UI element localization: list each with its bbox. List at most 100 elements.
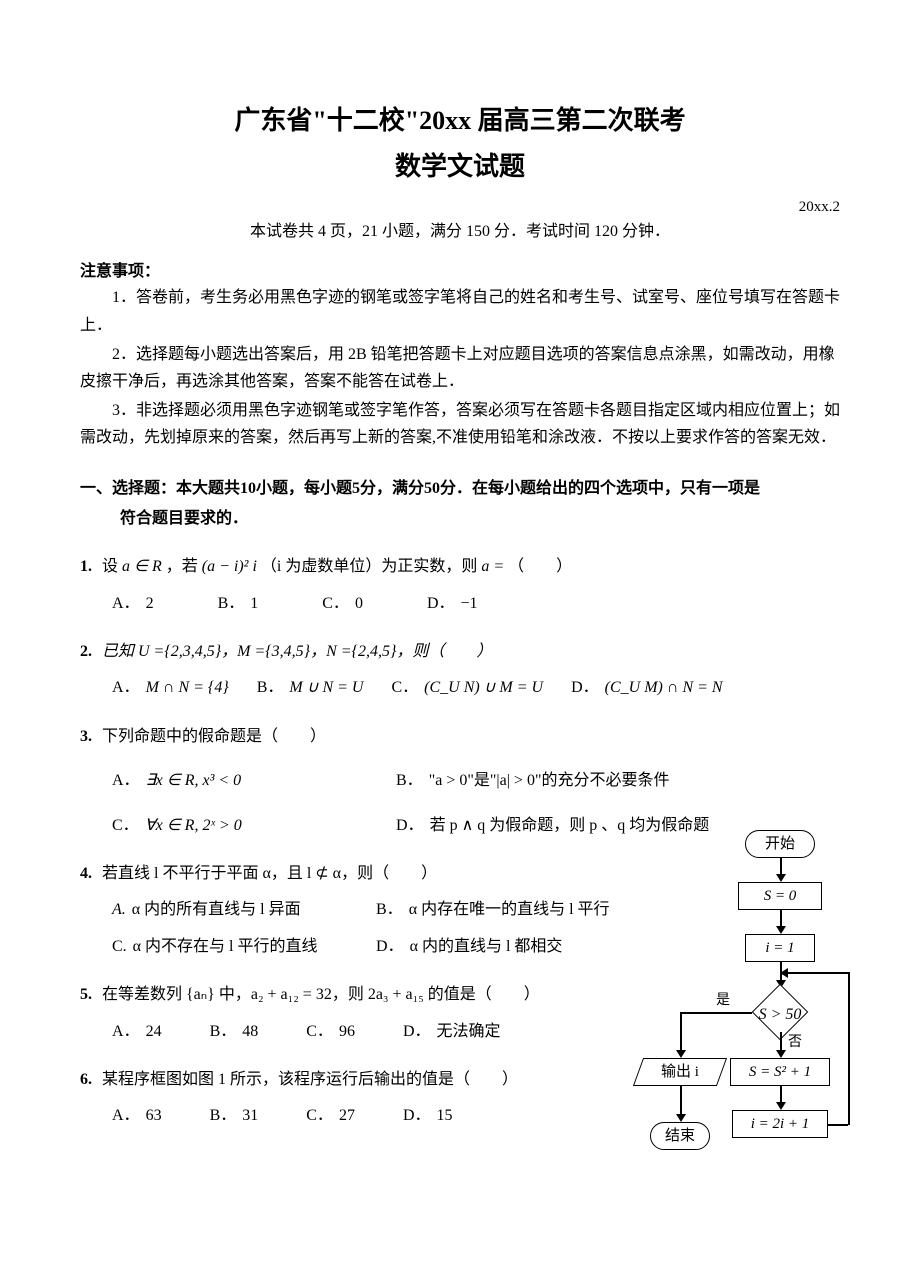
fc-arrow (780, 972, 849, 974)
q1-math: a = (481, 558, 504, 575)
q1-text: ，若 (166, 558, 202, 575)
fc-s-init: S = 0 (738, 882, 822, 910)
fc-yes-label: 是 (716, 990, 730, 1012)
q3-stem: 下列命题中的假命题是（ ） (102, 728, 326, 745)
notice-item: 3．非选择题必须用黑色字迹钢笔或签字笔作答，答案必须写在答题卡各题目指定区域内相… (80, 397, 840, 451)
question-number: 6. (80, 1071, 92, 1088)
question-number: 3. (80, 728, 92, 745)
q6-option-d: D．15 (403, 1101, 453, 1131)
fc-s-update: S = S² + 1 (730, 1058, 830, 1086)
notice-item: 1．答卷前，考生务必用黑色字迹的钢笔或签字笔将自己的姓名和考生号、试室号、座位号… (80, 284, 840, 338)
question-number: 2. (80, 643, 92, 660)
fc-arrow (780, 1032, 782, 1052)
q6-opt-d-val: 15 (437, 1107, 453, 1124)
question-number: 5. (80, 986, 92, 1003)
page-subtitle: 数学文试题 (80, 146, 840, 188)
q5-opt-a-val: 24 (146, 1023, 162, 1040)
q1-option-c: C．0 (322, 589, 363, 619)
q2-opt-d-val: (C_U M) ∩ N = N (605, 679, 723, 696)
q1-option-a: A．2 (112, 589, 154, 619)
q4-stem: 若直线 l 不平行于平面 α，且 l ⊄ α，则（ ） (102, 865, 437, 882)
q5-opt-d-val: 无法确定 (437, 1023, 501, 1040)
q4-options-row2: C.α 内不存在与 l 平行的直线 D．α 内的直线与 l 都相交 (80, 932, 620, 962)
q1-opt-d-val: −1 (461, 595, 478, 612)
q1-opt-b-val: 1 (250, 595, 258, 612)
q2-option-c: C．(C_U N) ∪ M = U (391, 673, 543, 703)
fc-s-init-label: S = 0 (764, 884, 797, 908)
q5-option-c: C．96 (306, 1017, 355, 1047)
q2-option-a: A．M ∩ N = {4} (112, 673, 229, 703)
fc-cond-text: S > 50 (759, 1006, 802, 1023)
fc-arrowhead-icon (776, 926, 786, 934)
q5-opt-b-val: 48 (242, 1023, 258, 1040)
question-4: 4. 若直线 l 不平行于平面 α，且 l ⊄ α，则（ ） A.α 内的所有直… (80, 859, 620, 962)
fc-arrowhead-icon (776, 874, 786, 882)
q3-option-a: A．∃x ∈ R, x³ < 0 (112, 766, 332, 796)
q1-text: 设 (102, 558, 122, 575)
section-heading-l1: 一、选择题：本大题共10小题，每小题5分，满分50分．在每小题给出的四个选项中，… (80, 480, 760, 497)
question-6: 6. 某程序框图如图 1 所示，该程序运行后输出的值是（ ） A．63 B．31… (80, 1065, 620, 1132)
exam-meta: 本试卷共 4 页，21 小题，满分 150 分．考试时间 120 分钟． (80, 219, 840, 245)
fc-start: 开始 (745, 830, 815, 858)
fc-arrow (828, 1124, 848, 1126)
q4-option-c: C.α 内不存在与 l 平行的直线 (112, 932, 362, 962)
q2-opt-c-val: (C_U N) ∪ M = U (424, 679, 543, 696)
q6-option-b: B．31 (210, 1101, 259, 1131)
fc-arrowhead-icon (776, 1102, 786, 1110)
fc-i-init-label: i = 1 (765, 936, 794, 960)
q1-opt-a-val: 2 (146, 595, 154, 612)
notice-heading: 注意事项： (80, 259, 840, 285)
q5-stem: 在等差数列 {aₙ} 中，a₂ + a₁₂ = 32，则 2a₃ + a₁₅ 的… (102, 986, 540, 1003)
fc-arrow (680, 1012, 752, 1014)
question-2: 2. 已知 U ={2,3,4,5}，M ={3,4,5}，N ={2,4,5}… (80, 637, 840, 704)
notice-item: 2．选择题每小题选出答案后，用 2B 铅笔把答题卡上对应题目选项的答案信息点涂黑… (80, 341, 840, 395)
q1-options: A．2 B．1 C．0 D．−1 (80, 589, 840, 619)
fc-output: 输出 i (633, 1058, 727, 1086)
fc-decision-label: S > 50 (740, 1002, 820, 1028)
q5-option-a: A．24 (112, 1017, 162, 1047)
q6-option-a: A．63 (112, 1101, 162, 1131)
q6-options: A．63 B．31 C．27 D．15 (80, 1101, 620, 1131)
q4-opt-d-val: α 内的直线与 l 都相交 (410, 938, 563, 955)
fc-i-update: i = 2i + 1 (732, 1110, 828, 1138)
fc-arrow (680, 1086, 682, 1116)
fc-i-update-label: i = 2i + 1 (751, 1112, 810, 1136)
q6-stem: 某程序框图如图 1 所示，该程序运行后输出的值是（ ） (102, 1071, 518, 1088)
q2-stem: 已知 U ={2,3,4,5}，M ={3,4,5}，N ={2,4,5}，则（… (102, 643, 492, 660)
q3-opt-c-val: ∀x ∈ R, 2ˣ > 0 (145, 817, 242, 834)
q5-option-d: D．无法确定 (403, 1017, 501, 1047)
q1-opt-c-val: 0 (355, 595, 363, 612)
q2-option-b: B．M ∪ N = U (257, 673, 364, 703)
q4-option-b: B．α 内存在唯一的直线与 l 平行 (376, 895, 610, 925)
date-label: 20xx.2 (80, 195, 840, 219)
q2-options: A．M ∩ N = {4} B．M ∪ N = U C．(C_U N) ∪ M … (80, 673, 840, 703)
section-heading: 一、选择题：本大题共10小题，每小题5分，满分50分．在每小题给出的四个选项中，… (80, 474, 840, 535)
section-heading-l2: 符合题目要求的． (80, 510, 248, 527)
q4-opt-b-val: α 内存在唯一的直线与 l 平行 (409, 901, 610, 918)
q5-opt-c-val: 96 (339, 1023, 355, 1040)
q3-option-b: B．"a > 0"是"|a| > 0"的充分不必要条件 (396, 766, 669, 796)
question-5: 5. 在等差数列 {aₙ} 中，a₂ + a₁₂ = 32，则 2a₃ + a₁… (80, 980, 620, 1047)
fc-output-label: 输出 i (661, 1060, 699, 1084)
q2-option-d: D．(C_U M) ∩ N = N (571, 673, 722, 703)
q5-option-b: B．48 (210, 1017, 259, 1047)
q6-opt-c-val: 27 (339, 1107, 355, 1124)
q3-options-row1: A．∃x ∈ R, x³ < 0 B．"a > 0"是"|a| > 0"的充分不… (80, 766, 840, 796)
fc-arrowhead-icon (676, 1114, 686, 1122)
q2-opt-a-val: M ∩ N = {4} (146, 679, 229, 696)
q3-option-c: C．∀x ∈ R, 2ˣ > 0 (112, 811, 332, 841)
fc-no-label: 否 (788, 1032, 802, 1054)
q4-option-a: A.α 内的所有直线与 l 异面 (112, 895, 362, 925)
q4-option-d: D．α 内的直线与 l 都相交 (376, 932, 562, 962)
page-title: 广东省"十二校"20xx 届高三第二次联考 (80, 100, 840, 142)
q1-text: （i 为虚数单位）为正实数，则 (261, 558, 481, 575)
fc-arrowhead-icon (776, 1050, 786, 1058)
fc-arrowhead-icon (780, 968, 788, 978)
q4-opt-c-val: α 内不存在与 l 平行的直线 (133, 938, 318, 955)
q1-math: a ∈ R (122, 558, 162, 575)
question-number: 4. (80, 865, 92, 882)
q6-option-c: C．27 (306, 1101, 355, 1131)
q6-opt-b-val: 31 (242, 1107, 258, 1124)
q1-option-d: D．−1 (427, 589, 478, 619)
q1-stem: 设 a ∈ R ，若 (a − i)² i （i 为虚数单位）为正实数，则 a … (102, 558, 572, 575)
